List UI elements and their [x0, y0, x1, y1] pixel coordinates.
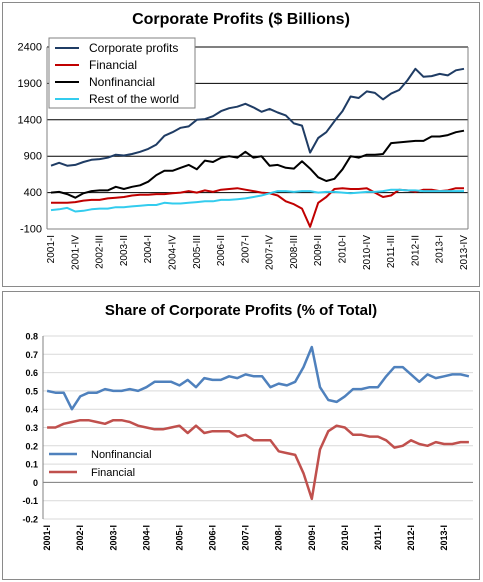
corporate-profits-plot: -100 400 900 1400 1900 2400 2001-I 2001-IV 2002-… — [18, 37, 470, 270]
x-tick-label: 2011-III — [386, 235, 397, 268]
y-tick-label: 2400 — [18, 42, 42, 54]
x-tick-label: 2013-I — [439, 525, 449, 551]
x-tick-label: 2007-IV — [265, 235, 276, 270]
series-line-corporate-profits — [50, 67, 465, 167]
series-line-nonfinancial — [50, 129, 465, 199]
x-tick-label: 2008-I — [274, 525, 284, 551]
x-tick-label: 2005-III — [192, 235, 203, 269]
series-line-rest-of-the-world — [50, 188, 464, 213]
x-tick-label: 2008-III — [289, 235, 300, 269]
x-tick-label: 2011-I — [373, 525, 383, 550]
x-tick-label: 2003-I — [108, 525, 118, 551]
x-tick-label: 2012-II — [410, 235, 421, 266]
y-tick-label: -0.1 — [22, 496, 38, 506]
x-tick-label: 2010-I — [340, 525, 350, 551]
y-tick-label: 1900 — [18, 78, 42, 90]
y-tick-label: 0.3 — [25, 423, 38, 433]
y-tick-label: 0.4 — [25, 405, 38, 415]
legend-label: Financial — [89, 58, 137, 72]
x-tick-label: 2013-I — [435, 235, 446, 263]
x-tick-label: 2010-IV — [362, 235, 373, 270]
x-tick-label: 2004-IV — [167, 235, 178, 270]
legend-label: Nonfinancial — [91, 449, 152, 461]
y-tick-label: 1400 — [18, 114, 42, 126]
x-tick-label: 2001-I — [42, 525, 52, 551]
series-line-financial — [47, 418, 469, 501]
series-line-nonfinancial — [46, 345, 470, 411]
x-tick-label: 2012-I — [406, 525, 416, 551]
x-tick-label: 2006-II — [216, 235, 227, 266]
y-tick-label: 0 — [33, 478, 38, 488]
x-tick-label: 2005-I — [174, 525, 184, 551]
series-line-financial — [51, 187, 464, 228]
x-tick-label: 2001-IV — [70, 235, 81, 270]
x-tick-label: 2009-II — [313, 235, 324, 266]
y-tick-label: 0.1 — [25, 460, 38, 470]
chart-title: Share of Corporate Profits (% of Total) — [104, 302, 378, 319]
legend-label: Financial — [91, 467, 135, 479]
x-tick-label: 2001-I — [46, 235, 57, 263]
x-tick-label: 2006-I — [208, 525, 218, 551]
profit-share-chart: Share of Corporate Profits (% of Total) … — [2, 291, 480, 580]
x-tick-label: 2009-I — [307, 525, 317, 551]
x-tick-label: 2007-I — [240, 235, 251, 263]
x-tick-label: 2004-I — [143, 235, 154, 263]
x-tick-label: 2007-I — [241, 525, 251, 551]
corporate-profits-chart: Corporate Profits ($ Billions) -100 400 90… — [2, 2, 480, 287]
legend-box — [48, 37, 196, 109]
x-tick-label: 2002-I — [75, 525, 85, 551]
x-tick-label: 2003-II — [119, 235, 130, 266]
y-tick-label: 900 — [24, 151, 42, 163]
y-tick-label: 0.2 — [25, 441, 38, 451]
x-tick-label: 2004-I — [141, 525, 151, 551]
y-tick-label: -0.2 — [22, 515, 38, 525]
chart-title: Corporate Profits ($ Billions) — [132, 11, 350, 28]
profit-share-plot: -0.2 -0.1 0 0.1 0.2 0.3 0.4 0.5 0.6 0.7 0.8 2001-I 2… — [22, 332, 473, 551]
x-tick-label: 2010-I — [338, 235, 349, 263]
y-tick-label: 0.8 — [25, 332, 38, 342]
legend-label: Rest of the world — [89, 92, 179, 106]
legend-label: Nonfinancial — [89, 75, 155, 89]
y-tick-label: 400 — [24, 187, 42, 199]
x-tick-label: 2013-IV — [459, 235, 470, 270]
y-tick-label: 0.5 — [25, 386, 38, 396]
x-tick-label: 2002-III — [95, 235, 106, 269]
legend-label: Corporate profits — [89, 41, 178, 55]
y-tick-label: -100 — [20, 224, 42, 236]
y-tick-label: 0.7 — [25, 350, 38, 360]
y-tick-label: 0.6 — [25, 368, 38, 378]
